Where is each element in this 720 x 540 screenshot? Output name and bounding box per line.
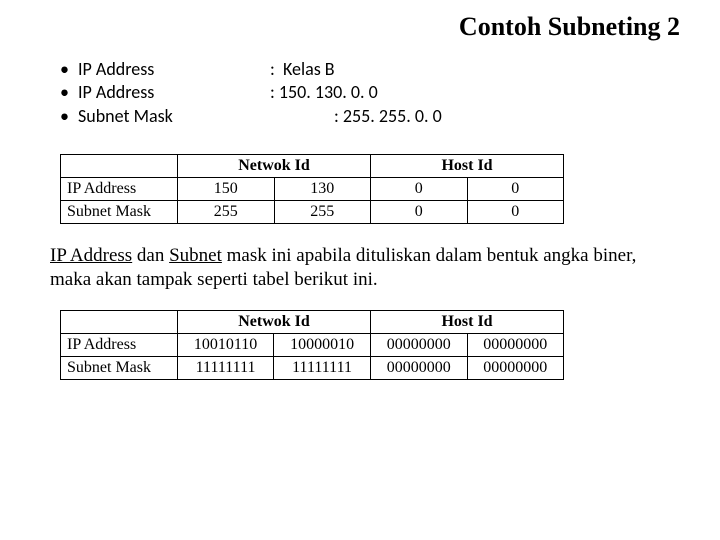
paragraph-u2: Subnet bbox=[169, 245, 222, 266]
info-value-1: 150. 130. 0. 0 bbox=[279, 81, 378, 103]
info-labels: •IP Address •IP Address •Subnet Mask bbox=[60, 58, 270, 128]
table2-r1-c3: 00000000 bbox=[371, 356, 468, 379]
info-values: : Kelas B : 150. 130. 0. 0 : 255. 255. 0… bbox=[270, 58, 442, 128]
table-row: Subnet Mask 255 255 0 0 bbox=[61, 201, 564, 224]
info-value-2: 255. 255. 0. 0 bbox=[343, 105, 442, 127]
table2-header-netid: Netwok Id bbox=[178, 310, 371, 333]
info-block: •IP Address •IP Address •Subnet Mask : K… bbox=[60, 58, 690, 128]
table2-r0-c1: 10010110 bbox=[178, 333, 274, 356]
table2-r1-c2: 11111111 bbox=[274, 356, 371, 379]
table2-r0-c4: 00000000 bbox=[467, 333, 564, 356]
info-label-2: Subnet Mask bbox=[78, 105, 173, 127]
table2-r1-c4: 00000000 bbox=[467, 356, 564, 379]
table1-header-netid: Netwok Id bbox=[178, 155, 371, 178]
info-label-1: IP Address bbox=[78, 81, 154, 103]
info-value-0: Kelas B bbox=[279, 58, 335, 80]
table-row: IP Address 150 130 0 0 bbox=[61, 178, 564, 201]
table2-r1-c1: 11111111 bbox=[178, 356, 274, 379]
table-row: Subnet Mask 11111111 11111111 00000000 0… bbox=[61, 356, 564, 379]
table1-r0-c3: 0 bbox=[371, 178, 468, 201]
table1-r1-c4: 0 bbox=[467, 201, 564, 224]
paragraph-t1: dan bbox=[132, 245, 169, 266]
table1-header-hostid: Host Id bbox=[371, 155, 564, 178]
info-label-0: IP Address bbox=[78, 58, 154, 80]
table1-r1-c2: 255 bbox=[274, 201, 371, 224]
binary-table: Netwok Id Host Id IP Address 10010110 10… bbox=[60, 310, 564, 380]
table1-r0-c2: 130 bbox=[274, 178, 371, 201]
table2-r0-label: IP Address bbox=[61, 333, 178, 356]
page-title: Contoh Subneting 2 bbox=[30, 12, 680, 42]
table2-header-hostid: Host Id bbox=[371, 310, 564, 333]
table2-r0-c2: 10000010 bbox=[274, 333, 371, 356]
table2-r0-c3: 00000000 bbox=[371, 333, 468, 356]
table1-r1-label: Subnet Mask bbox=[61, 201, 178, 224]
paragraph-u1: IP Address bbox=[50, 245, 132, 266]
table1-r0-c1: 150 bbox=[178, 178, 275, 201]
table1-r0-label: IP Address bbox=[61, 178, 178, 201]
table1-r1-c3: 0 bbox=[371, 201, 468, 224]
table1-r0-c4: 0 bbox=[467, 178, 564, 201]
decimal-table: Netwok Id Host Id IP Address 150 130 0 0… bbox=[60, 154, 564, 224]
table-row: IP Address 10010110 10000010 00000000 00… bbox=[61, 333, 564, 356]
table1-r1-c1: 255 bbox=[178, 201, 275, 224]
body-paragraph: IP Address dan Subnet mask ini apabila d… bbox=[50, 244, 660, 292]
table2-r1-label: Subnet Mask bbox=[61, 356, 178, 379]
